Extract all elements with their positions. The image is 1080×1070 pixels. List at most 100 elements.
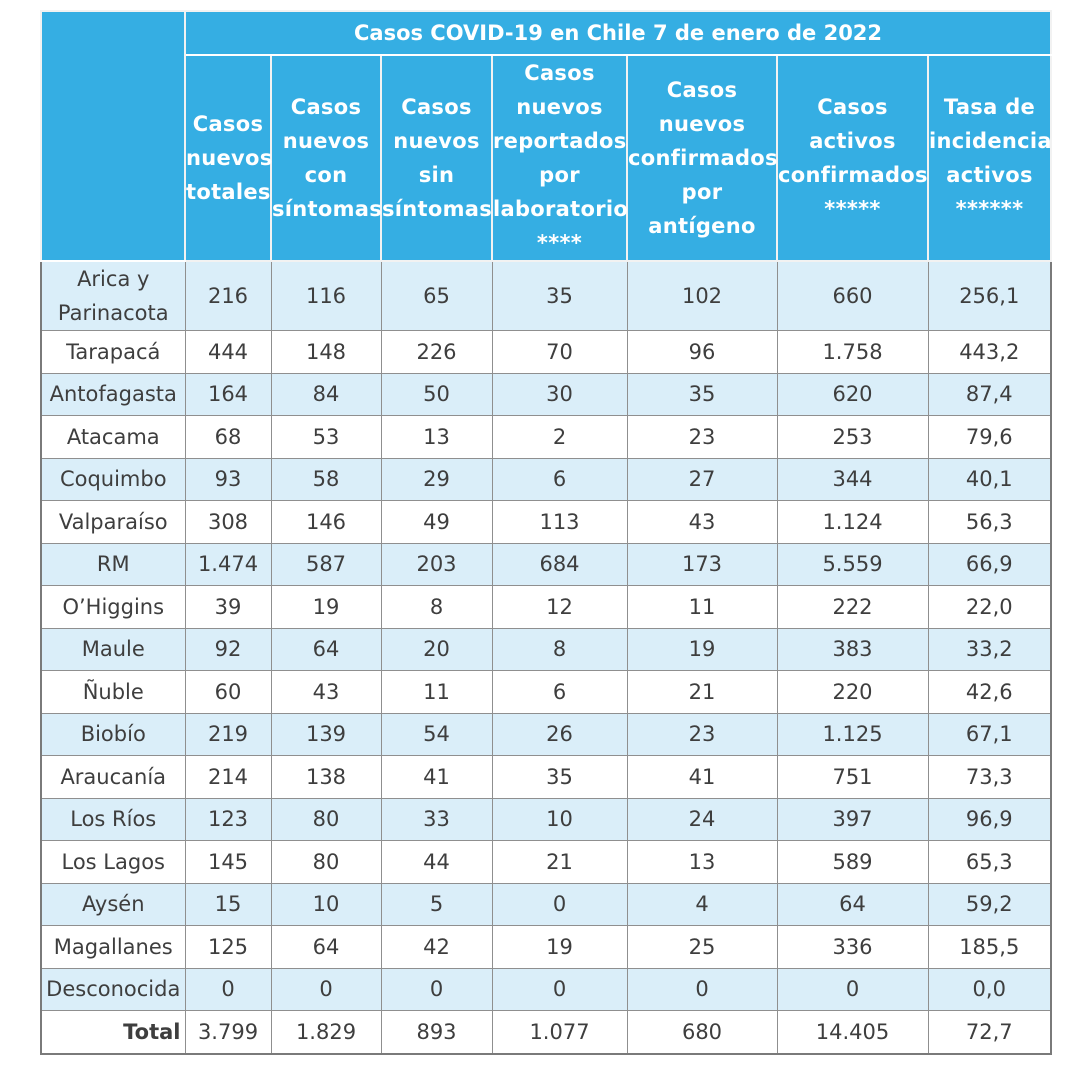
table-cell: 10 (491, 797, 628, 841)
column-header: Tasa de incidencia activos ****** (926, 54, 1053, 262)
table-cell: 1.758 (776, 330, 929, 374)
table-cell: 308 (184, 500, 272, 544)
table-cell: 256,1 (927, 260, 1052, 331)
table-cell: 50 (380, 372, 493, 416)
table-cell: 96 (626, 330, 778, 374)
table-cell: 59,2 (927, 882, 1052, 926)
table-cell: 680 (626, 1010, 778, 1054)
table-cell: 21 (491, 840, 628, 884)
table-cell: 443,2 (927, 330, 1052, 374)
table-cell: 589 (776, 840, 929, 884)
table-row: Atacama 68 53 13 2 23 253 79,6 (40, 415, 1052, 459)
table-row: Tarapacá 444 148 226 70 96 1.758 443,2 (40, 330, 1052, 374)
table-row: Magallanes 125 64 42 19 25 336 185,5 (40, 925, 1052, 969)
table-cell: 3.799 (184, 1010, 272, 1054)
table-cell: 40,1 (927, 457, 1052, 501)
table-cell: 64 (270, 925, 382, 969)
table-cell: 8 (491, 627, 628, 671)
table-row: Coquimbo 93 58 29 6 27 344 40,1 (40, 457, 1052, 501)
table-cell: 29 (380, 457, 493, 501)
table-cell: 185,5 (927, 925, 1052, 969)
table-cell: 125 (184, 925, 272, 969)
column-header: Casos nuevos reportados por laboratorio … (491, 54, 628, 262)
table-cell: 13 (380, 415, 493, 459)
table-cell: 145 (184, 840, 272, 884)
table-cell: 0,0 (927, 967, 1052, 1011)
table-cell: 6 (491, 670, 628, 714)
column-header: Casos activos confirmados ***** (776, 54, 929, 262)
table-row: RM 1.474 587 203 684 173 5.559 66,9 (40, 542, 1052, 586)
table-cell: 25 (626, 925, 778, 969)
table-cell: 146 (270, 500, 382, 544)
table-cell: 68 (184, 415, 272, 459)
region-name: RM (40, 542, 186, 586)
covid-table-container: Casos COVID-19 en Chile 7 de enero de 20… (40, 10, 1053, 1055)
table-cell: 64 (776, 882, 929, 926)
table-cell: 684 (491, 542, 628, 586)
table-cell: 220 (776, 670, 929, 714)
table-cell: 123 (184, 797, 272, 841)
table-row: Los Lagos 145 80 44 21 13 589 65,3 (40, 840, 1052, 884)
column-header: Casos nuevos con síntomas (270, 54, 382, 262)
table-cell: 5 (380, 882, 493, 926)
table-cell: 4 (626, 882, 778, 926)
table-cell: 203 (380, 542, 493, 586)
table-cell: 138 (270, 755, 382, 799)
table-cell: 12 (491, 585, 628, 629)
table-row: Biobío 219 139 54 26 23 1.125 67,1 (40, 712, 1052, 756)
table-cell: 148 (270, 330, 382, 374)
table-cell: 222 (776, 585, 929, 629)
table-cell: 1.474 (184, 542, 272, 586)
table-cell: 84 (270, 372, 382, 416)
table-cell: 26 (491, 712, 628, 756)
region-name: Atacama (40, 415, 186, 459)
column-header: Casos nuevos sin síntomas (380, 54, 493, 262)
table-cell: 42 (380, 925, 493, 969)
region-name: Biobío (40, 712, 186, 756)
table-body: Arica y Parinacota 216 116 65 35 102 660 256,1 T… (40, 260, 1052, 1054)
table-cell: 219 (184, 712, 272, 756)
column-header-row: Casos nuevos totales Casos nuevos con sín… (41, 54, 1053, 262)
table-cell: 14.405 (776, 1010, 929, 1054)
table-cell: 216 (184, 260, 272, 331)
table-cell: 33,2 (927, 627, 1052, 671)
table-cell: 65 (380, 260, 493, 331)
table-cell: 87,4 (927, 372, 1052, 416)
table-cell: 66,9 (927, 542, 1052, 586)
table-cell: 893 (380, 1010, 493, 1054)
table-cell: 35 (491, 260, 628, 331)
table-cell: 1.077 (491, 1010, 628, 1054)
region-name: Antofagasta (40, 372, 186, 416)
column-header: Casos nuevos totales (184, 54, 272, 262)
table-cell: 49 (380, 500, 493, 544)
table-cell: 1.829 (270, 1010, 382, 1054)
table-cell: 21 (626, 670, 778, 714)
table-cell: 96,9 (927, 797, 1052, 841)
region-name: Los Ríos (40, 797, 186, 841)
table-cell: 116 (270, 260, 382, 331)
table-row: Desconocida 0 0 0 0 0 0 0,0 (40, 967, 1052, 1011)
table-cell: 53 (270, 415, 382, 459)
table-cell: 41 (380, 755, 493, 799)
table-cell: 93 (184, 457, 272, 501)
table-cell: 336 (776, 925, 929, 969)
table-cell: 23 (626, 415, 778, 459)
table-cell: 19 (270, 585, 382, 629)
region-name: Valparaíso (40, 500, 186, 544)
table-cell: 0 (626, 967, 778, 1011)
region-name: Maule (40, 627, 186, 671)
table-cell: 1.124 (776, 500, 929, 544)
table-cell: 64 (270, 627, 382, 671)
table-cell: 67,1 (927, 712, 1052, 756)
table-cell: 139 (270, 712, 382, 756)
table-cell: 79,6 (927, 415, 1052, 459)
table-cell: 5.559 (776, 542, 929, 586)
column-header: Casos nuevos confirmados por antígeno (626, 54, 778, 262)
table-cell: 30 (491, 372, 628, 416)
table-cell: 92 (184, 627, 272, 671)
table-cell: 444 (184, 330, 272, 374)
table-cell: 383 (776, 627, 929, 671)
table-cell: 19 (491, 925, 628, 969)
table-cell: 23 (626, 712, 778, 756)
table-cell: 226 (380, 330, 493, 374)
